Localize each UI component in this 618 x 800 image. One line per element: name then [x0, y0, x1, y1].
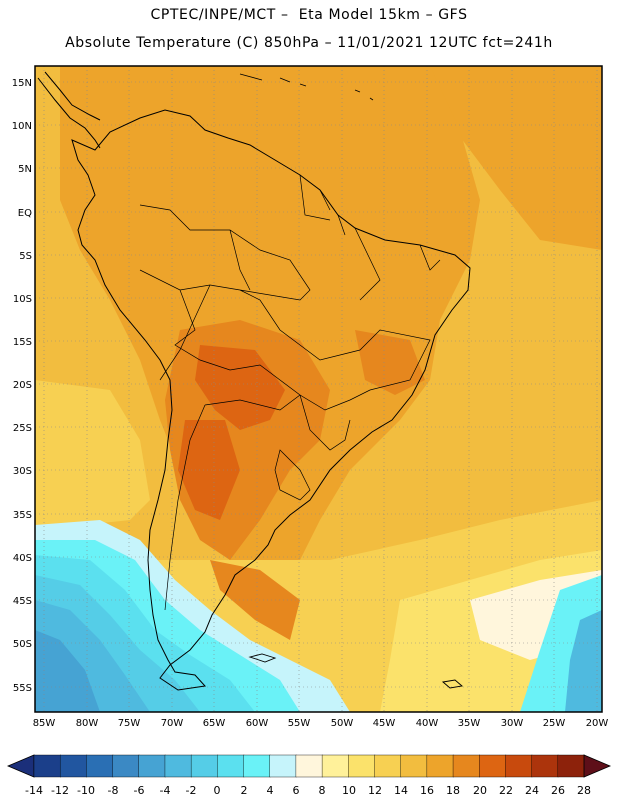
field-cold-6 [35, 630, 100, 712]
colorbar-label: 24 [525, 784, 539, 797]
colorbar-label: 10 [342, 784, 356, 797]
lat-label: 50S [13, 639, 32, 650]
colorbar-cell [452, 754, 480, 778]
latitude-labels: 15N 10N 5N EQ 5S 10S 15S 20S 25S 30S 35S… [12, 78, 32, 694]
colorbar-label: 0 [214, 784, 221, 797]
lat-label: EQ [18, 208, 32, 219]
lon-label: 55W [288, 718, 311, 729]
colorbar-label: -2 [186, 784, 197, 797]
colorbar-cell [164, 754, 192, 778]
colorbar-label: 8 [319, 784, 326, 797]
lat-label: 10N [12, 121, 32, 132]
lat-label: 5S [19, 251, 32, 262]
lat-label: 20S [13, 380, 32, 391]
title-line-2: Absolute Temperature (C) 850hPa – 11/01/… [65, 35, 553, 51]
colorbar-cell [348, 754, 376, 778]
lon-label: 40W [416, 718, 439, 729]
colorbar-label: 4 [267, 784, 274, 797]
coastline-falklands [248, 653, 277, 663]
colorbar-cell [86, 754, 114, 778]
lat-label: 5N [18, 164, 32, 175]
lon-label: 20W [586, 718, 609, 729]
coastline-south-georgia [441, 679, 464, 689]
lon-label: 50W [331, 718, 354, 729]
lon-label: 25W [543, 718, 566, 729]
colorbar-label: 12 [368, 784, 382, 797]
colorbar-label: 14 [394, 784, 408, 797]
colorbar-label: -12 [51, 784, 69, 797]
colorbar-cell [112, 754, 140, 778]
lat-label: 40S [13, 553, 32, 564]
colorbar-cell [505, 754, 533, 778]
colorbar-cell [138, 754, 166, 778]
colorbar-label: 6 [293, 784, 300, 797]
lon-label: 65W [203, 718, 226, 729]
colorbar-label: 16 [420, 784, 434, 797]
coastline-south-america [71, 109, 471, 691]
colorbar-low-arrow [6, 754, 35, 778]
lon-label: 70W [161, 718, 184, 729]
lat-label: 10S [13, 294, 32, 305]
colorbar-label: -8 [108, 784, 119, 797]
colorbar-label: 26 [551, 784, 565, 797]
field-se-colder [565, 610, 602, 712]
lat-label: 15S [13, 337, 32, 348]
colorbar-label: 28 [577, 784, 591, 797]
colorbar-cell [531, 754, 559, 778]
lon-label: 80W [76, 718, 99, 729]
lat-label: 15N [12, 78, 32, 89]
colorbar-cell [269, 754, 297, 778]
lon-label: 60W [246, 718, 269, 729]
colorbar-label: -6 [134, 784, 145, 797]
colorbar-cell [190, 754, 219, 778]
colorbar-label: 20 [473, 784, 487, 797]
colorbar-cell [374, 754, 402, 778]
colorbar-label: 18 [446, 784, 460, 797]
colorbar-cell [321, 754, 349, 778]
lat-label: 55S [13, 683, 32, 694]
lat-label: 30S [13, 466, 32, 477]
colorbar-label: 2 [241, 784, 248, 797]
lon-label: 85W [33, 718, 56, 729]
graticule [35, 66, 602, 712]
colorbar-cells [33, 754, 585, 778]
coastline-caribbean [239, 73, 374, 101]
colorbar-cell [400, 754, 428, 778]
lon-label: 75W [118, 718, 141, 729]
colorbar: -14 -12 -10 -8 -6 -4 -2 0 2 4 6 8 10 12 … [6, 754, 612, 797]
colorbar-label: -14 [25, 784, 43, 797]
field-brazil-warm [355, 330, 425, 395]
colorbar-cell [243, 754, 271, 778]
colorbar-cell [295, 754, 323, 778]
colorbar-cell [557, 754, 585, 778]
field-continent-orange [60, 66, 480, 580]
title-line-1: CPTEC/INPE/MCT – Eta Model 15km – GFS [150, 7, 468, 23]
lon-label: 30W [501, 718, 524, 729]
lon-label: 45W [373, 718, 396, 729]
lat-label: 25S [13, 423, 32, 434]
colorbar-cell [426, 754, 454, 778]
colorbar-cell [217, 754, 245, 778]
colorbar-high-arrow [583, 754, 612, 778]
colorbar-labels: -14 -12 -10 -8 -6 -4 -2 0 2 4 6 8 10 12 … [25, 784, 591, 797]
coastline-central-america [37, 71, 101, 149]
colorbar-cell [33, 754, 61, 778]
field-ne-ocean [430, 66, 602, 250]
colorbar-cell [59, 754, 88, 778]
longitude-labels: 85W 80W 75W 70W 65W 60W 55W 50W 45W 40W … [33, 718, 609, 729]
field-pacific-yellow [35, 380, 150, 530]
country-borders [139, 174, 441, 611]
colorbar-label: -10 [77, 784, 95, 797]
map-frame [34, 65, 603, 713]
lat-label: 35S [13, 510, 32, 521]
field-chaco-hot [195, 345, 285, 430]
lat-label: 45S [13, 596, 32, 607]
field-argentina-hot [178, 420, 240, 520]
temperature-field [35, 66, 602, 712]
colorbar-label: -4 [160, 784, 171, 797]
colorbar-label: 22 [499, 784, 513, 797]
lon-label: 35W [458, 718, 481, 729]
colorbar-cell [479, 754, 507, 778]
